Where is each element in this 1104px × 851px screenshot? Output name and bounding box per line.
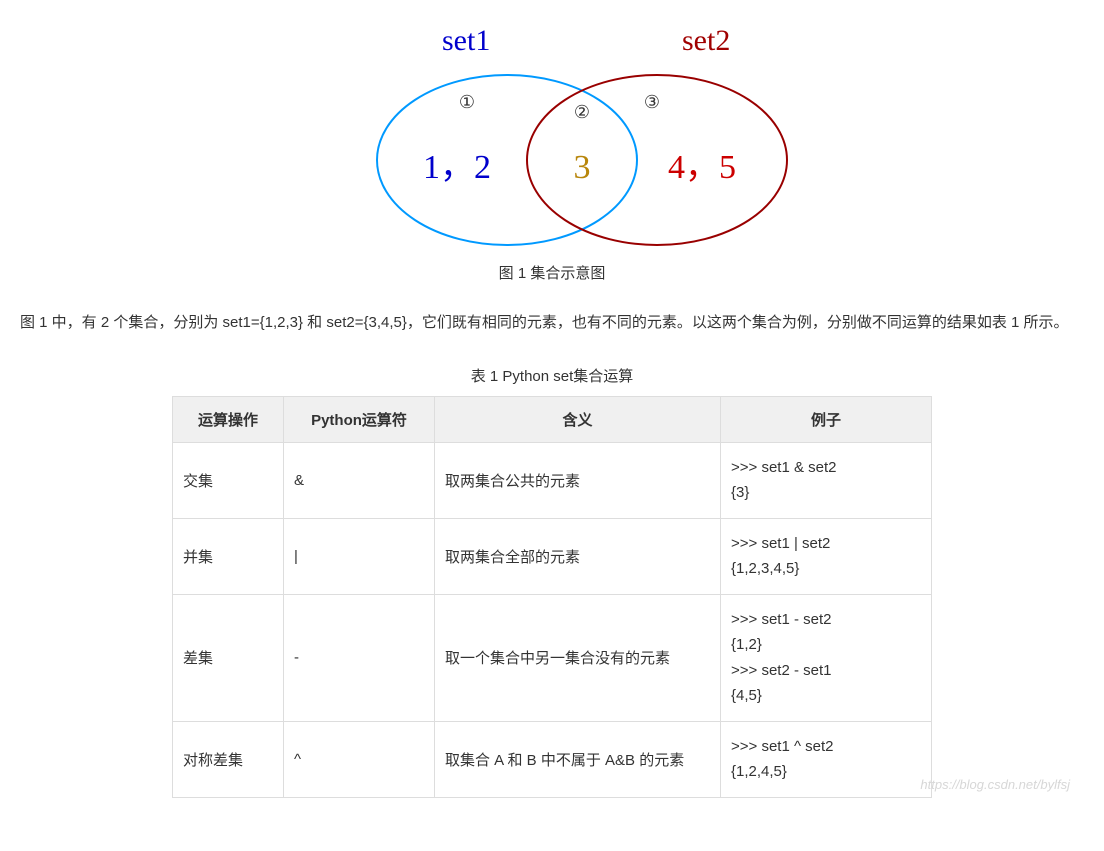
- set-operations-table: 运算操作 Python运算符 含义 例子 交集&取两集合公共的元素>>> set…: [172, 396, 932, 798]
- svg-text:set1: set1: [442, 24, 490, 57]
- table-cell: 取两集合全部的元素: [435, 518, 721, 594]
- table-cell: 取一个集合中另一集合没有的元素: [435, 594, 721, 721]
- col-example: 例子: [721, 396, 932, 442]
- table-cell: 对称差集: [173, 721, 284, 797]
- table-cell: -: [284, 594, 435, 721]
- table-row: 差集-取一个集合中另一集合没有的元素>>> set1 - set2{1,2}>>…: [173, 594, 932, 721]
- table-cell: ^: [284, 721, 435, 797]
- watermark: https://blog.csdn.net/bylfsj: [920, 777, 1070, 792]
- table-cell: 差集: [173, 594, 284, 721]
- table-cell: 取集合 A 和 B 中不属于 A&B 的元素: [435, 721, 721, 797]
- venn-svg: set1 set2 ① ② ③ 1，2 3 4，5: [282, 20, 822, 250]
- table-caption: 表 1 Python set集合运算: [20, 365, 1084, 386]
- svg-text:③: ③: [644, 92, 660, 112]
- table-cell: >>> set1 | set2{1,2,3,4,5}: [721, 518, 932, 594]
- venn-diagram: set1 set2 ① ② ③ 1，2 3 4，5: [20, 20, 1084, 254]
- table-cell: >>> set1 - set2{1,2}>>> set2 - set1{4,5}: [721, 594, 932, 721]
- svg-text:set2: set2: [682, 24, 730, 57]
- description-paragraph: 图 1 中，有 2 个集合，分别为 set1={1,2,3} 和 set2={3…: [20, 309, 1084, 337]
- table-cell: 并集: [173, 518, 284, 594]
- svg-text:①: ①: [459, 92, 475, 112]
- table-cell: >>> set1 ^ set2{1,2,4,5}: [721, 721, 932, 797]
- col-sym: Python运算符: [284, 396, 435, 442]
- col-meaning: 含义: [435, 396, 721, 442]
- svg-text:②: ②: [574, 102, 590, 122]
- table-header-row: 运算操作 Python运算符 含义 例子: [173, 396, 932, 442]
- col-op: 运算操作: [173, 396, 284, 442]
- svg-text:3: 3: [574, 149, 591, 186]
- figure-caption: 图 1 集合示意图: [20, 262, 1084, 283]
- table-cell: |: [284, 518, 435, 594]
- svg-text:1，2: 1，2: [423, 149, 491, 186]
- table-cell: 取两集合公共的元素: [435, 442, 721, 518]
- table-row: 并集|取两集合全部的元素>>> set1 | set2{1,2,3,4,5}: [173, 518, 932, 594]
- page: set1 set2 ① ② ③ 1，2 3 4，5 图 1 集合示意图 图 1 中，有 2 个…: [20, 20, 1084, 798]
- table-row: 对称差集^取集合 A 和 B 中不属于 A&B 的元素>>> set1 ^ se…: [173, 721, 932, 797]
- table-cell: &: [284, 442, 435, 518]
- table-cell: >>> set1 & set2{3}: [721, 442, 932, 518]
- table-cell: 交集: [173, 442, 284, 518]
- svg-text:4，5: 4，5: [668, 149, 736, 186]
- table-row: 交集&取两集合公共的元素>>> set1 & set2{3}: [173, 442, 932, 518]
